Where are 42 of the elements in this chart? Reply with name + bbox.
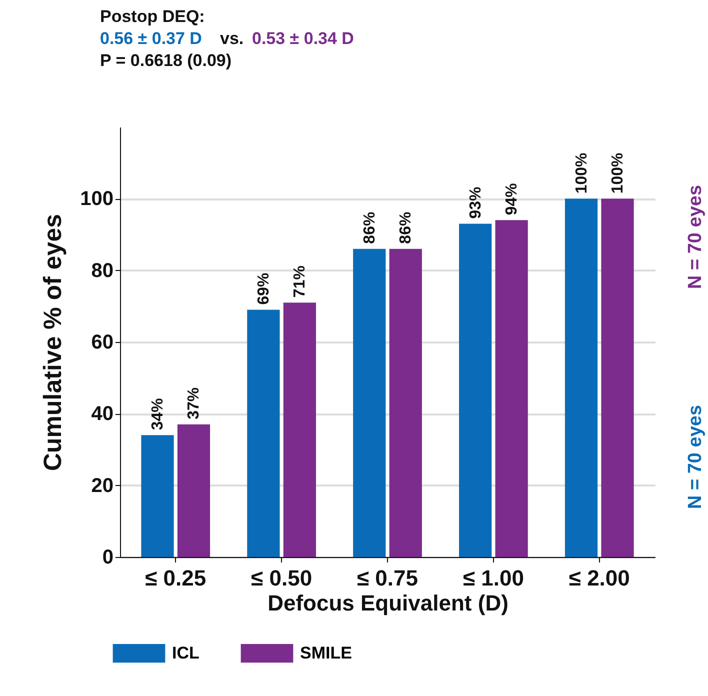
y-axis-title: Cumulative % of eyes <box>39 214 68 472</box>
x-tick-label: ≤ 0.25 <box>145 566 206 590</box>
data-label: 94% <box>504 183 521 216</box>
data-label: 34% <box>149 398 166 430</box>
y-tick-label: 40 <box>91 403 114 426</box>
data-label: 69% <box>255 272 272 305</box>
text: 0.56 ± 0.37 D <box>100 29 202 48</box>
bar <box>283 302 316 557</box>
y-tick-label: 80 <box>91 260 114 282</box>
y-tick-label: 100 <box>80 188 114 210</box>
x-tick-label: ≤ 2.00 <box>568 566 630 590</box>
text: P = 0.6618 (0.09) <box>100 51 232 70</box>
y-tick-label: 20 <box>91 474 114 497</box>
data-label: 100% <box>573 152 590 194</box>
bar <box>247 310 280 557</box>
data-label: 37% <box>186 387 203 420</box>
x-tick-label: ≤ 0.50 <box>251 566 312 590</box>
x-axis-title: Defocus Equivalent (D) <box>268 590 508 616</box>
bar <box>495 220 528 557</box>
bar <box>601 198 634 557</box>
bar <box>141 435 174 557</box>
chart-title: Postop DEQ: <box>100 7 205 26</box>
data-label: 86% <box>398 212 415 244</box>
bar <box>177 424 210 557</box>
x-tick-label: ≤ 0.75 <box>356 566 418 590</box>
x-tick-label: ≤ 1.00 <box>462 566 524 590</box>
legend-label: SMILE <box>300 643 352 662</box>
legend-label: ICL <box>172 643 200 662</box>
bar <box>564 198 598 557</box>
y-tick-label: 0 <box>102 546 114 568</box>
text: N = 70 eyes <box>685 184 706 290</box>
y-tick-label: 60 <box>91 332 114 354</box>
text: vs. <box>220 29 244 48</box>
data-label: 93% <box>467 186 484 219</box>
text: 0.53 ± 0.34 D <box>252 29 354 48</box>
data-label: 86% <box>361 212 378 244</box>
text: N = 70 eyes <box>685 404 706 510</box>
bar <box>389 248 422 557</box>
data-label: 100% <box>610 152 627 194</box>
bar <box>353 248 386 557</box>
bar <box>459 224 492 557</box>
data-label: 71% <box>292 266 309 298</box>
